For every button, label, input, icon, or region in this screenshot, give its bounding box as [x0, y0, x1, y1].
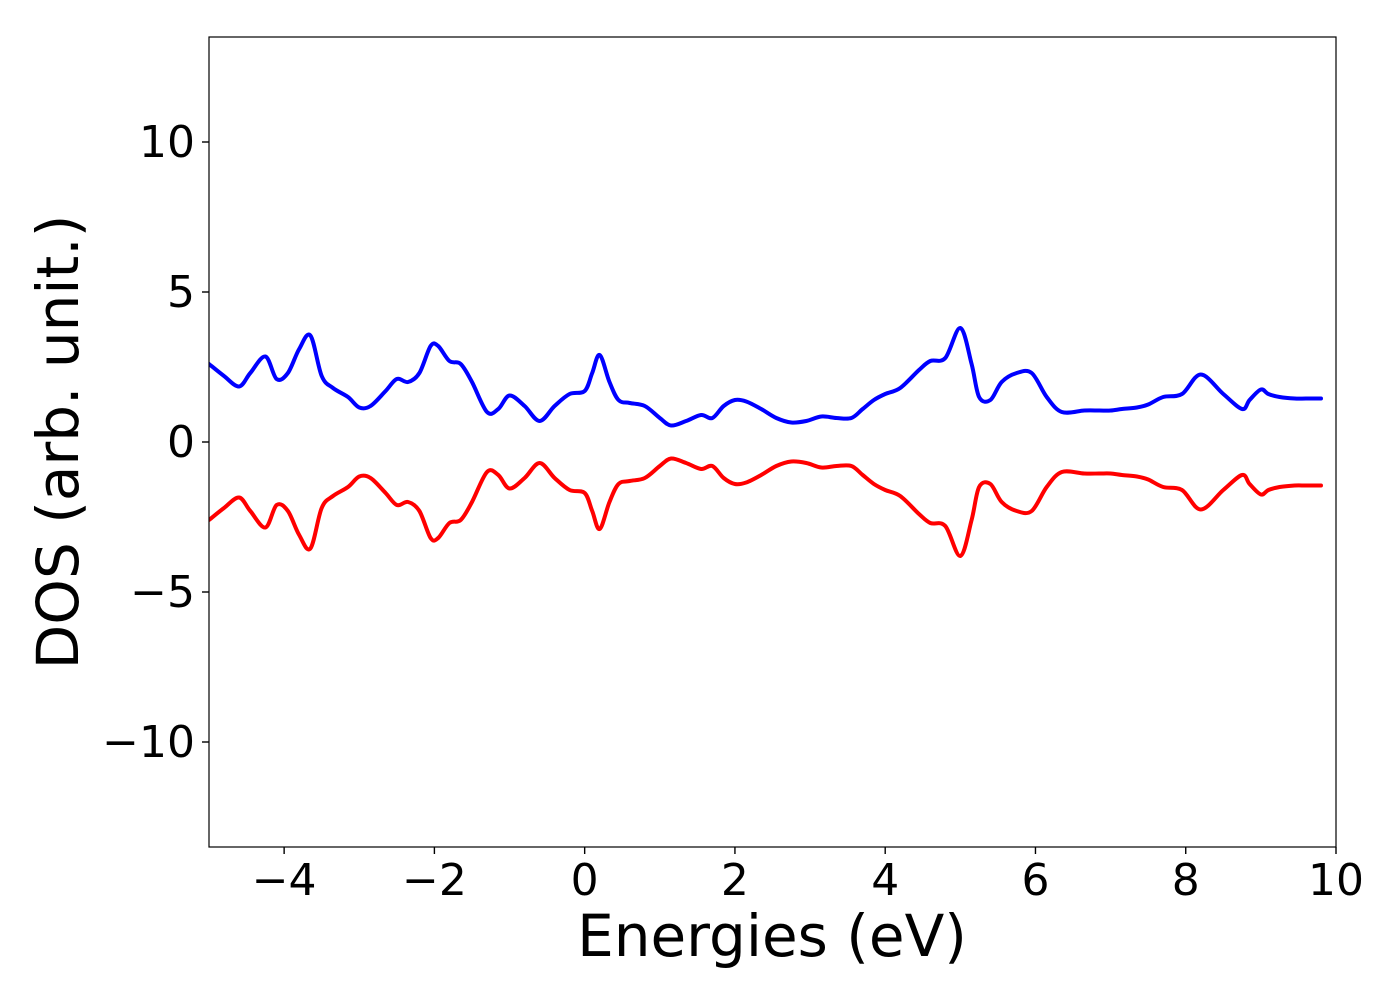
y-tick-label: 5 — [167, 267, 195, 318]
series-layer — [209, 325, 1323, 559]
y-axis-label: DOS (arb. unit.) — [24, 215, 92, 670]
plot-frame — [208, 36, 1337, 848]
dos-spin-down-line — [209, 456, 1323, 559]
y-tick-label: −5 — [130, 567, 195, 618]
x-tick-label: 10 — [1308, 855, 1364, 906]
x-tick-label: 6 — [1021, 855, 1049, 906]
x-tick-label: 8 — [1172, 855, 1200, 906]
y-tick-label: 10 — [139, 117, 195, 168]
x-tick-label: −2 — [402, 855, 467, 906]
x-tick-label: −4 — [252, 855, 317, 906]
y-tick-label: 0 — [167, 417, 195, 468]
x-axis-ticks: −4 −2 0 2 4 6 8 10 — [252, 847, 1364, 906]
x-tick-label: 4 — [871, 855, 899, 906]
y-tick-label: −10 — [102, 717, 195, 768]
y-axis-ticks: 10 5 0 −5 −10 — [102, 117, 209, 768]
x-axis-label: Energies (eV) — [577, 902, 967, 970]
dos-spin-up-line — [209, 325, 1323, 428]
x-tick-label: 2 — [721, 855, 749, 906]
x-tick-label: 0 — [571, 855, 599, 906]
